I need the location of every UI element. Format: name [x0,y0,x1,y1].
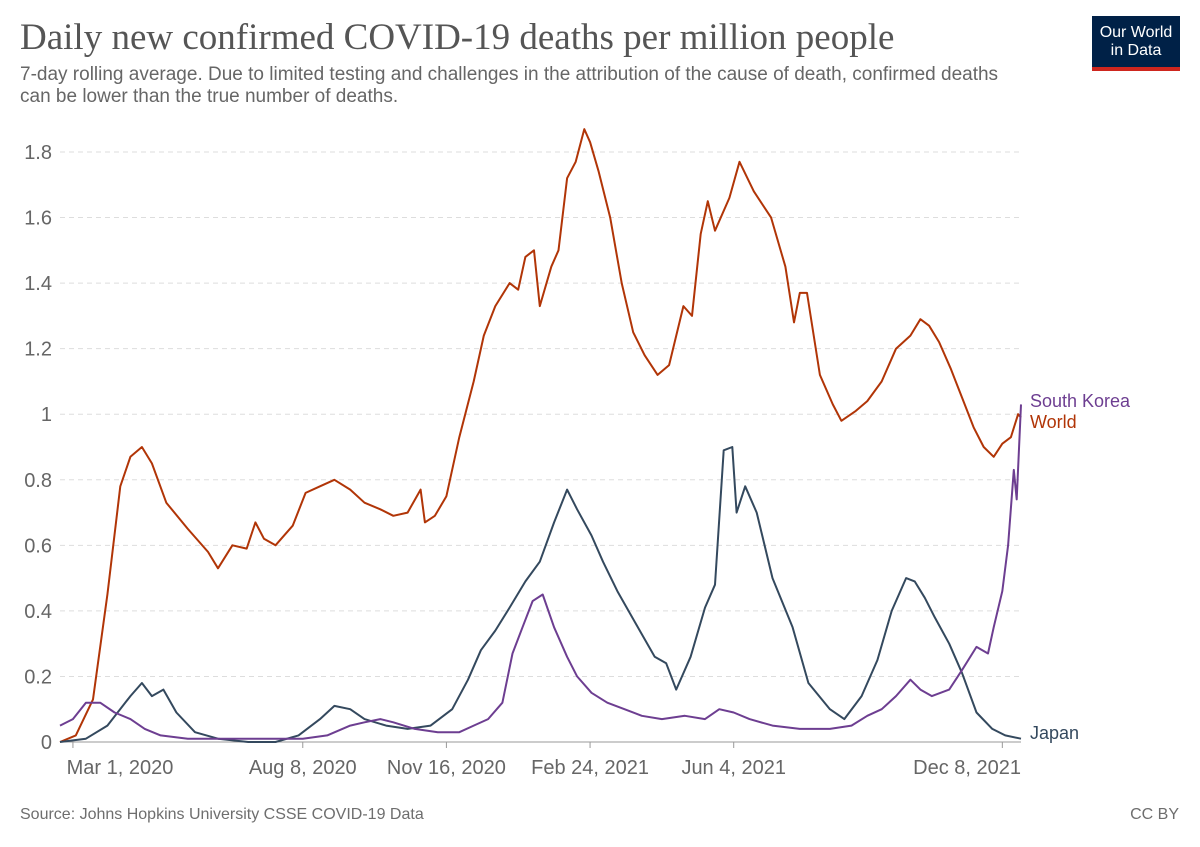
y-tick-label: 1.8 [24,142,52,164]
x-tick-label: Mar 1, 2020 [67,757,174,779]
logo-line-2: in Data [1110,42,1162,59]
x-tick-label: Jun 4, 2021 [681,757,786,779]
y-tick-label: 0.2 [24,666,52,688]
y-tick-label: 0.8 [24,470,52,492]
y-tick-label: 1.4 [24,273,52,295]
y-tick-label: 1.6 [24,208,52,230]
series-lines [59,128,1022,743]
y-tick-label: 0 [41,732,52,754]
y-tick-label: 0.6 [24,535,52,557]
y-tick-label: 0.4 [24,601,52,623]
chart-subtitle: 7-day rolling average. Due to limited te… [20,64,999,107]
series-line-japan[interactable] [59,446,1022,743]
series-label-japan: Japan [1030,723,1079,743]
logo-line-1: Our World [1099,24,1173,41]
x-tick-label: Nov 16, 2020 [387,757,506,779]
x-tick-label: Dec 8, 2021 [913,757,1021,779]
y-tick-label: 1 [41,404,52,426]
x-tick-label: Aug 8, 2020 [249,757,357,779]
owid-logo[interactable]: Our World in Data [1092,16,1180,71]
chart-title: Daily new confirmed COVID-19 deaths per … [20,17,895,58]
y-tick-label: 1.2 [24,339,52,361]
series-label-world: World [1030,412,1077,432]
source-note[interactable]: Source: Johns Hopkins University CSSE CO… [20,806,424,823]
gridlines [60,151,1021,677]
license-link[interactable]: CC BY [1130,806,1179,823]
x-tick-label: Feb 24, 2021 [531,757,649,779]
series-line-world[interactable] [59,128,1022,743]
series-labels: World Japan South Korea [1030,391,1131,743]
series-label-south-korea: South Korea [1030,391,1131,411]
series-line-south-korea[interactable] [59,404,1022,740]
axes: 0 0.2 0.4 0.6 0.8 1 1.2 1.4 1.6 1.8 Mar 1, 2020 Aug… [24,142,1021,779]
